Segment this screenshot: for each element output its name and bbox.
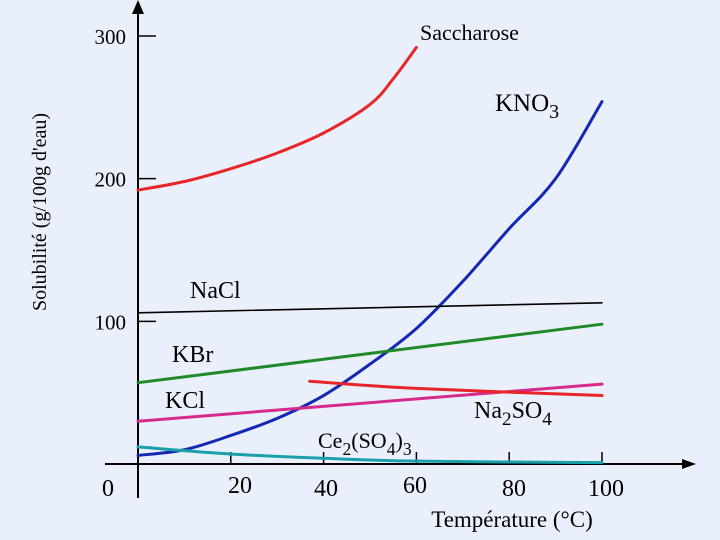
x-tick-label: 0 — [102, 476, 114, 502]
label-subscript: 3 — [549, 101, 559, 123]
x-axis-label: Température (°C) — [431, 507, 592, 532]
label-subscript: 4 — [387, 439, 396, 459]
y-tick-label: 300 — [95, 25, 127, 49]
label-text: Ce — [318, 428, 342, 453]
label-subscript: 3 — [403, 439, 412, 459]
series-line-ce2so43 — [136, 445, 604, 465]
series-label-kcl: KCl — [165, 388, 205, 414]
label-text: KNO — [495, 90, 549, 117]
label-text: Na — [474, 398, 502, 424]
x-axis-arrow — [682, 459, 696, 469]
y-axis-arrow — [132, 0, 144, 14]
series-label-sucrose: Saccharose — [420, 20, 519, 45]
label-subscript: 2 — [502, 409, 512, 430]
label-subscript: 4 — [542, 409, 552, 430]
x-tick-label: 40 — [314, 476, 338, 502]
series-line-sucrose — [136, 45, 418, 192]
series-label-kbr: KBr — [172, 342, 213, 368]
x-tick-label: 20 — [228, 473, 252, 499]
y-tick-label: 200 — [95, 168, 127, 192]
series-label-ce2so43: Ce2(SO4)3 — [318, 428, 412, 459]
series-line-kbr — [136, 322, 604, 385]
series-line-nacl — [137, 301, 603, 314]
label-subscript: 2 — [342, 439, 351, 459]
x-tick-label: 60 — [403, 473, 427, 499]
series-group — [136, 45, 604, 465]
series-line-na2so4 — [308, 379, 604, 398]
series-line-kcl — [136, 382, 604, 423]
label-text: SO — [512, 398, 543, 424]
series-label-nacl: NaCl — [190, 278, 241, 304]
x-tick-label: 80 — [502, 476, 526, 502]
y-tick-label: 100 — [95, 310, 127, 334]
y-axis-label: Solubilité (g/100g d'eau) — [29, 113, 51, 311]
series-label-na2so4: Na2SO4 — [474, 398, 552, 430]
label-text: (SO — [351, 428, 386, 453]
x-tick-label: 100 — [588, 476, 624, 502]
axes-group: 100 200 300 0 20 40 60 80 100 — [95, 0, 696, 502]
series-label-kno3: KNO3 — [495, 90, 559, 123]
label-text: ) — [396, 428, 403, 453]
series-line-kno3 — [136, 100, 604, 457]
